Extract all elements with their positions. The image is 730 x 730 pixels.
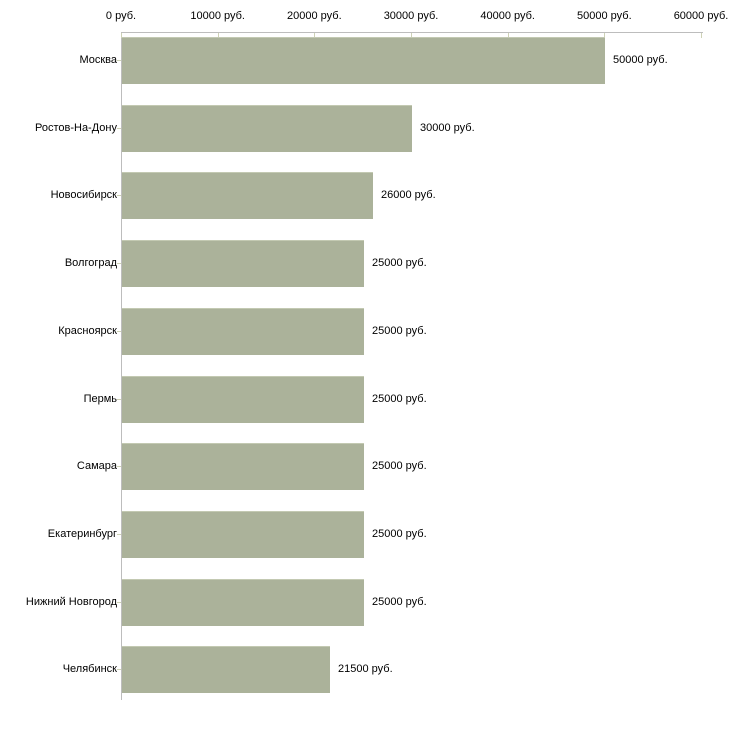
bar	[122, 105, 412, 152]
x-tick-mark	[507, 33, 509, 38]
x-tick-label: 30000 руб.	[383, 10, 439, 22]
value-label: 25000 руб.	[372, 257, 427, 269]
category-label: Красноярск	[58, 325, 117, 337]
value-label: 50000 руб.	[613, 54, 668, 66]
category-label: Нижний Новгород	[25, 596, 117, 608]
y-tick-mark	[117, 466, 121, 467]
value-label: 25000 руб.	[372, 460, 427, 472]
value-label: 21500 руб.	[338, 663, 393, 675]
y-tick-mark	[117, 534, 121, 535]
y-tick-mark	[117, 602, 121, 603]
x-tick-mark	[217, 33, 219, 38]
category-label: Пермь	[83, 393, 117, 405]
category-label: Волгоград	[64, 257, 117, 269]
y-tick-mark	[117, 399, 121, 400]
value-label: 30000 руб.	[420, 122, 475, 134]
value-label: 26000 руб.	[381, 189, 436, 201]
x-tick-mark	[121, 33, 122, 38]
x-tick-mark	[604, 33, 606, 38]
category-label: Челябинск	[62, 663, 117, 675]
x-tick-label: 40000 руб.	[480, 10, 535, 22]
x-axis-line	[121, 32, 703, 33]
value-label: 25000 руб.	[372, 325, 427, 337]
x-tick-label: 0 руб.	[105, 10, 137, 22]
x-tick-mark	[314, 33, 316, 38]
y-tick-mark	[117, 195, 121, 196]
x-tick-label: 60000 руб.	[673, 10, 729, 22]
bar	[122, 37, 605, 84]
x-tick-mark	[701, 33, 702, 38]
category-label: Екатеринбург	[47, 528, 117, 540]
y-axis-line	[121, 32, 122, 700]
value-label: 25000 руб.	[372, 596, 427, 608]
bar	[122, 646, 330, 693]
category-label: Ростов-На-Дону	[34, 122, 117, 134]
bar	[122, 511, 364, 558]
y-tick-mark	[117, 331, 121, 332]
bar	[122, 376, 364, 423]
bar	[122, 172, 373, 219]
bar	[122, 308, 364, 355]
y-tick-mark	[117, 60, 121, 61]
bar	[122, 443, 364, 490]
category-label: Новосибирск	[50, 189, 117, 201]
value-label: 25000 руб.	[372, 393, 427, 405]
category-label: Москва	[79, 54, 117, 66]
category-label: Самара	[76, 460, 117, 472]
x-tick-label: 20000 руб.	[287, 10, 342, 22]
x-tick-mark	[411, 33, 412, 38]
y-tick-mark	[117, 669, 121, 670]
x-tick-label: 10000 руб.	[190, 10, 245, 22]
y-tick-mark	[117, 128, 121, 129]
bar	[122, 240, 364, 287]
bar	[122, 579, 364, 626]
x-tick-label: 50000 руб.	[577, 10, 632, 22]
value-label: 25000 руб.	[372, 528, 427, 540]
y-tick-mark	[117, 263, 121, 264]
